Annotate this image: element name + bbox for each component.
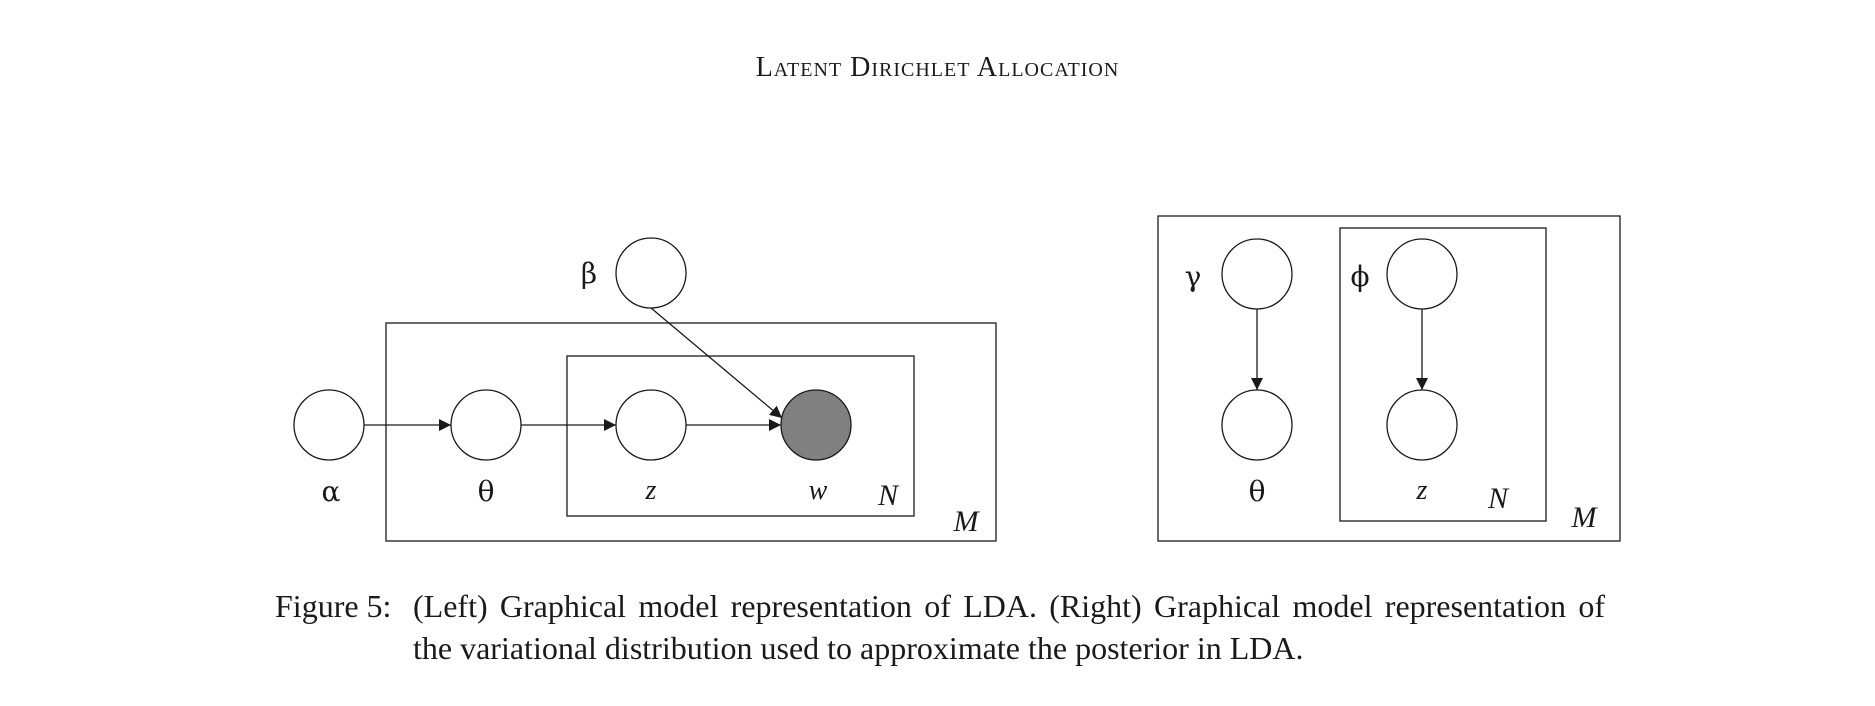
node-gamma [1221, 238, 1293, 310]
plate-label-m-variational: M [1571, 501, 1599, 534]
right-outer-plate [1157, 215, 1621, 542]
node-alpha [293, 389, 365, 461]
node-z [615, 389, 687, 461]
caption-text: (Left) Graphical model representation of… [413, 588, 1605, 666]
plate-label-n: N [877, 479, 900, 512]
label-theta-variational: θ [1249, 475, 1266, 508]
right-model-variational: γ ϕ θ z N M [1157, 215, 1621, 542]
left-model-lda: α θ z w β N M [293, 237, 997, 542]
label-alpha: α [322, 475, 341, 508]
running-header: Latent Dirichlet Allocation [755, 52, 1120, 83]
right-inner-plate [1339, 227, 1547, 522]
label-phi: ϕ [1350, 260, 1369, 293]
left-outer-plate [385, 322, 997, 542]
label-w: w [809, 475, 828, 506]
node-theta-variational [1221, 389, 1293, 461]
label-z: z [645, 475, 657, 506]
node-w-observed [780, 389, 852, 461]
node-z-variational [1386, 389, 1458, 461]
plate-label-n-variational: N [1487, 482, 1510, 515]
label-z-variational: z [1416, 475, 1428, 506]
node-phi [1386, 238, 1458, 310]
edge-beta-w [650, 307, 783, 419]
left-inner-plate [566, 355, 915, 517]
label-theta: θ [478, 475, 495, 508]
label-beta: β [581, 257, 597, 290]
caption-label: Figure 5: [275, 588, 392, 624]
plate-label-m: M [953, 505, 981, 538]
node-theta [450, 389, 522, 461]
label-gamma: γ [1185, 260, 1202, 293]
node-beta [615, 237, 687, 309]
